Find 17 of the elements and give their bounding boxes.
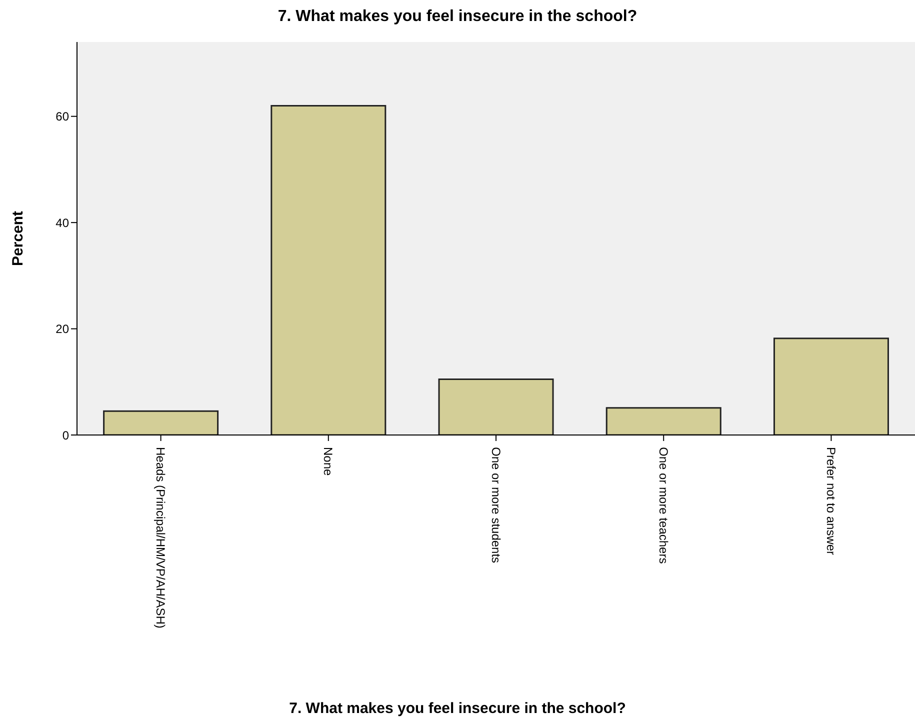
y-tick-label: 40 [56, 216, 70, 230]
bar [438, 378, 554, 435]
x-axis-title: 7. What makes you feel insecure in the school? [288, 700, 627, 717]
y-tick-label: 60 [56, 110, 70, 124]
bar [606, 407, 722, 435]
x-tick-label: One or more teachers [656, 447, 670, 564]
x-tick-label: Heads (Principal/HM/VP/AH/ASH) [154, 447, 168, 628]
chart-title: 7. What makes you feel insecure in the school? [276, 8, 638, 26]
x-tick-label: One or more students [488, 447, 503, 564]
y-tick-label: 20 [56, 322, 70, 336]
y-tick-label: 0 [62, 428, 70, 442]
bar [103, 410, 219, 435]
x-tick-label: None [321, 447, 336, 476]
bar [773, 338, 889, 435]
x-tick-label: Prefer not to answer [824, 447, 838, 556]
y-axis-title: Percent [9, 210, 26, 266]
bar [270, 104, 386, 435]
